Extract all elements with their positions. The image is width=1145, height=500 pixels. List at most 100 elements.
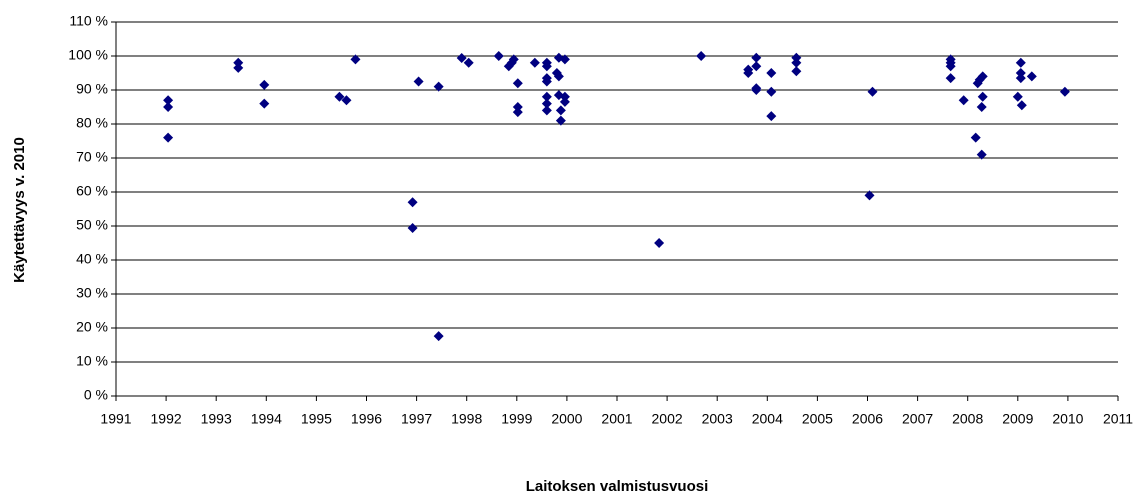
- point: [559, 96, 570, 107]
- point: [766, 86, 777, 97]
- y-tick-label: 80 %: [76, 115, 108, 131]
- x-tick-label: 2007: [902, 411, 933, 427]
- y-tick-label: 10 %: [76, 353, 108, 369]
- point: [1059, 86, 1070, 97]
- point: [559, 54, 570, 65]
- x-tick-label: 2003: [702, 411, 733, 427]
- point: [553, 71, 564, 82]
- y-tick-label: 40 %: [76, 251, 108, 267]
- point: [977, 91, 988, 102]
- x-tick-label: 1992: [151, 411, 182, 427]
- point: [233, 57, 244, 68]
- point: [512, 78, 523, 89]
- point: [463, 57, 474, 68]
- x-tick-label: 2009: [1002, 411, 1033, 427]
- point: [958, 95, 969, 106]
- x-tick-label: 2002: [652, 411, 683, 427]
- point: [1016, 100, 1027, 111]
- y-tick-label: 0 %: [84, 387, 108, 403]
- point: [163, 95, 174, 106]
- x-tick-label: 2005: [802, 411, 833, 427]
- x-tick-label: 2000: [551, 411, 582, 427]
- point: [791, 52, 802, 63]
- x-tick-label: 2010: [1052, 411, 1083, 427]
- x-tick-label: 1996: [351, 411, 382, 427]
- x-tick-label: 2006: [852, 411, 883, 427]
- x-tick-label: 2004: [752, 411, 783, 427]
- point: [541, 61, 552, 72]
- point: [559, 91, 570, 102]
- point: [1015, 68, 1026, 78]
- y-tick-label: 20 %: [76, 319, 108, 335]
- x-tick-label: 1994: [251, 411, 282, 427]
- point: [541, 76, 552, 87]
- point: [350, 54, 361, 65]
- point: [766, 111, 777, 122]
- point: [433, 331, 444, 342]
- point: [970, 132, 981, 143]
- point: [541, 91, 552, 102]
- y-tick-label: 100 %: [68, 47, 108, 63]
- x-tick-label: 1991: [100, 411, 131, 427]
- point: [529, 57, 540, 68]
- point: [751, 85, 762, 95]
- point: [413, 76, 424, 87]
- point: [1026, 71, 1037, 82]
- point: [541, 105, 552, 116]
- point: [1012, 91, 1023, 102]
- y-tick-label: 90 %: [76, 81, 108, 97]
- point: [766, 68, 777, 78]
- point: [1015, 57, 1026, 68]
- x-tick-label: 2008: [952, 411, 983, 427]
- y-tick-label: 50 %: [76, 217, 108, 233]
- point: [867, 86, 878, 97]
- x-axis-title: Laitoksen valmistusvuosi: [526, 478, 709, 495]
- point: [654, 238, 665, 248]
- point: [541, 98, 552, 109]
- point: [508, 54, 519, 65]
- x-tick-label: 1998: [451, 411, 482, 427]
- x-tick-label: 2001: [601, 411, 632, 427]
- y-axis-title: Käytettävyys v. 2010: [11, 137, 28, 283]
- point: [407, 223, 418, 234]
- x-tick-label: 1997: [401, 411, 432, 427]
- point: [976, 102, 987, 112]
- point: [696, 51, 707, 61]
- point: [864, 190, 875, 201]
- x-tick-label: 1999: [501, 411, 532, 427]
- point: [1015, 73, 1026, 84]
- y-tick-label: 70 %: [76, 149, 108, 165]
- point: [163, 102, 174, 112]
- point: [433, 81, 444, 92]
- x-tick-label: 1995: [301, 411, 332, 427]
- point: [977, 71, 988, 82]
- point: [407, 197, 418, 208]
- point: [259, 79, 270, 90]
- x-tick-label: 1993: [201, 411, 232, 427]
- y-tick-label: 30 %: [76, 285, 108, 301]
- point: [341, 95, 352, 106]
- point: [259, 98, 270, 109]
- x-tick-label: 2011: [1103, 411, 1133, 427]
- point: [751, 52, 762, 63]
- point: [791, 57, 802, 68]
- point: [233, 62, 244, 73]
- point: [945, 73, 956, 84]
- point: [976, 149, 987, 160]
- point: [512, 107, 523, 118]
- point: [163, 132, 174, 143]
- point: [945, 61, 956, 72]
- point: [751, 61, 762, 72]
- point: [555, 105, 566, 116]
- point: [456, 53, 467, 64]
- point: [334, 91, 345, 102]
- point: [791, 66, 802, 77]
- point: [512, 102, 523, 112]
- y-tick-label: 60 %: [76, 183, 108, 199]
- point: [493, 51, 504, 61]
- point: [555, 115, 566, 126]
- y-tick-label: 110 %: [69, 13, 108, 29]
- point: [743, 68, 754, 78]
